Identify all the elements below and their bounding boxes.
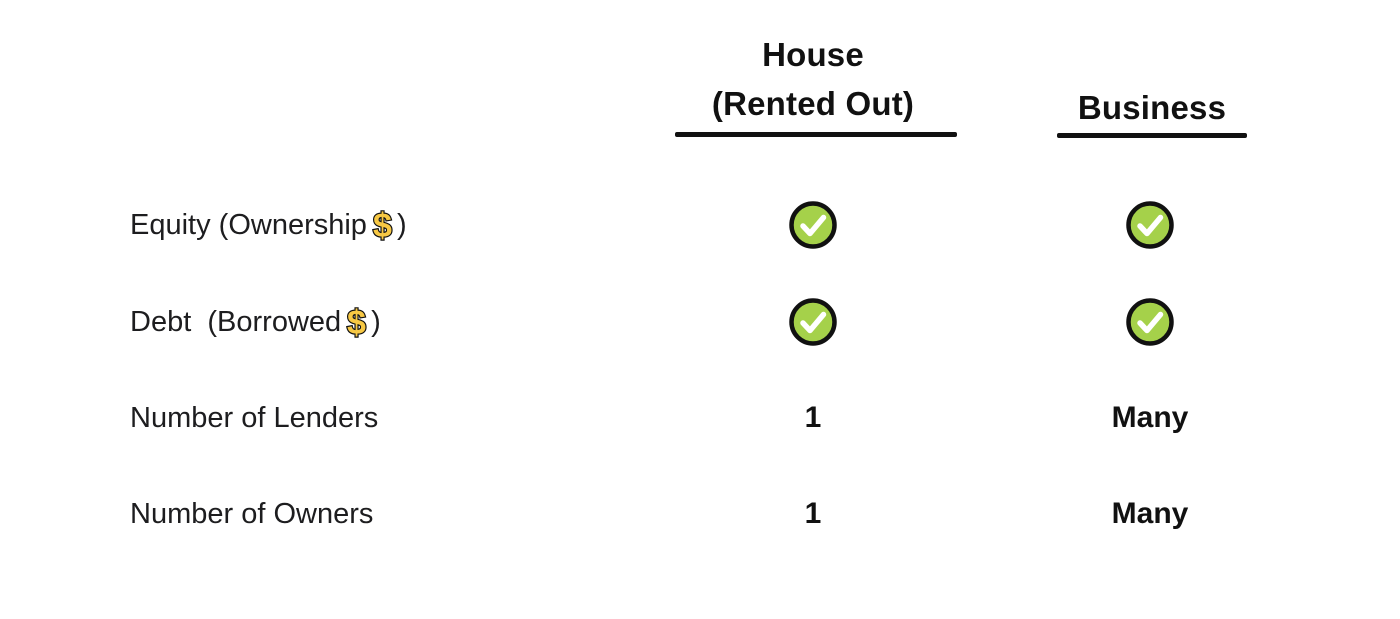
row-label-lenders: Number of Lenders [130, 398, 378, 438]
cell-owners-business-value: Many [1111, 497, 1189, 530]
heavy-dollar-sign-icon: $ [372, 207, 393, 244]
column-header-business-label: Business [1077, 89, 1227, 126]
row-label-equity: Equity (Ownership $ ) [130, 205, 407, 245]
cell-debt-house [613, 298, 1013, 346]
row-label-equity-text: Equity (Ownership [130, 208, 367, 241]
column-header-house-line2: (Rented Out) [711, 85, 915, 122]
dollar-glyph: $ [347, 304, 366, 341]
check-circle-icon [1126, 298, 1174, 346]
check-circle-icon [789, 298, 837, 346]
row-label-debt: Debt (Borrowed $ ) [130, 302, 381, 342]
heavy-dollar-sign-icon: $ [346, 304, 367, 341]
row-label-lenders-text: Number of Lenders [130, 401, 379, 434]
dollar-glyph: $ [373, 207, 392, 244]
check-circle-icon [789, 201, 837, 249]
cell-owners-house: 1 [613, 494, 1013, 534]
column-header-house-line1: House [762, 36, 864, 73]
cell-owners-house-value: 1 [804, 497, 822, 530]
cell-lenders-house: 1 [613, 398, 1013, 438]
cell-lenders-house-value: 1 [804, 401, 822, 434]
cell-equity-house [613, 201, 1013, 249]
cell-equity-business [950, 201, 1350, 249]
cell-debt-business [950, 298, 1350, 346]
row-label-owners-text: Number of Owners [130, 497, 374, 530]
cell-lenders-business: Many [950, 398, 1350, 438]
header-underline-house [675, 132, 957, 137]
cell-owners-business: Many [950, 494, 1350, 534]
cell-lenders-business-value: Many [1111, 401, 1189, 434]
header-underline-business [1057, 133, 1247, 138]
column-header-business: Business [952, 88, 1352, 128]
row-label-debt-suffix: ) [371, 305, 381, 338]
check-circle-icon [1126, 201, 1174, 249]
row-label-owners: Number of Owners [130, 494, 373, 534]
column-header-house: House (Rented Out) [613, 30, 1013, 128]
row-label-debt-text: Debt (Borrowed [130, 305, 342, 338]
row-label-equity-suffix: ) [396, 208, 407, 241]
